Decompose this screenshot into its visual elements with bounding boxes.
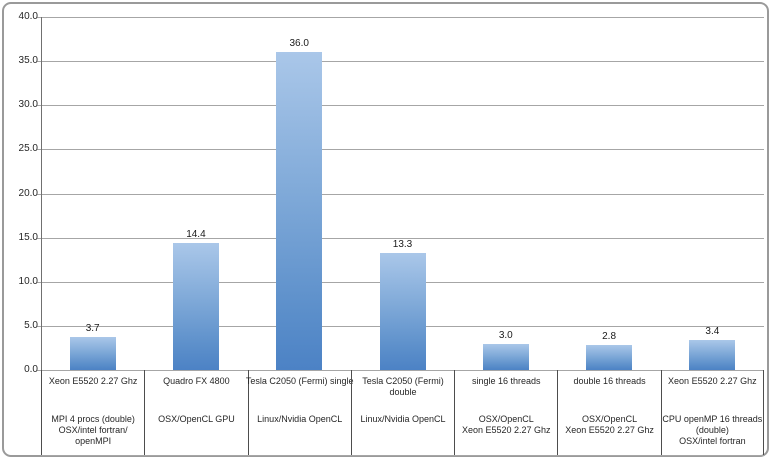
category-label-line: Xeon E5520 2.27 Ghz <box>565 425 654 435</box>
y-axis-tick-label: 25.0 <box>18 143 38 155</box>
category-cell: single 16 threads OSX/OpenCL Xeon E5520 2.… <box>454 370 557 455</box>
y-axis-tick-label: 15.0 <box>18 231 38 243</box>
category-label-line: Xeon E5520 2.27 Ghz <box>461 425 551 435</box>
category-label-top: Xeon E5520 2.27 Ghz <box>36 376 150 387</box>
y-gridline <box>37 193 764 195</box>
bar-value-label: 2.8 <box>602 331 617 343</box>
category-cell: Xeon E5520 2.27 Ghz MPI 4 procs (double) O… <box>41 370 144 455</box>
category-label-bottom: OSX/OpenCL Xeon E5520 2.27 Ghz <box>449 414 563 436</box>
category-cell: Tesla C2050 (Fermi) double Linux/Nvidia Op… <box>350 370 454 455</box>
category-label-line: Quadro FX 4800 <box>163 376 230 386</box>
bar <box>586 345 633 370</box>
category-label-line: (double) <box>695 425 729 435</box>
category-label-top: Quadro FX 4800 <box>139 376 253 387</box>
category-label-bottom: CPU openMP 16 threads (double) OSX/intel f… <box>656 414 769 447</box>
category-label-line: CPU openMP 16 threads <box>662 414 763 424</box>
bar <box>276 52 323 370</box>
bar <box>69 337 116 370</box>
y-axis-tick-label: 35.0 <box>18 55 38 67</box>
y-axis-tick-label: 20.0 <box>18 187 38 199</box>
category-label-top: single 16 threads <box>449 376 563 387</box>
bar <box>379 252 426 370</box>
plot-area: 3.7 14.4 36.0 13.3 3.0 2.8 3.4 <box>37 17 764 371</box>
y-axis-tick-label: 30.0 <box>18 99 38 111</box>
y-gridline <box>37 237 764 239</box>
y-axis-line <box>41 17 42 371</box>
y-gridline <box>37 370 764 371</box>
bar-value-label: 14.4 <box>186 228 206 240</box>
bar <box>172 242 219 370</box>
category-cell: Quadro FX 4800 OSX/OpenCL GPU <box>144 370 247 455</box>
category-label-line: OSX/OpenCL GPU <box>158 414 235 424</box>
category-label-top: Xeon E5520 2.27 Ghz <box>656 376 769 387</box>
bar-value-label: 3.4 <box>705 325 720 337</box>
category-label-line: MPI 4 procs (double) <box>51 414 135 424</box>
category-label-line: Tesla C2050 (Fermi) <box>362 376 444 386</box>
category-label-bottom: OSX/OpenCL Xeon E5520 2.27 Ghz <box>552 414 666 436</box>
bar-value-label: 3.0 <box>498 329 513 341</box>
bar <box>482 343 529 370</box>
category-label-top: double 16 threads <box>552 376 666 387</box>
category-label-line: openMPI <box>75 436 112 446</box>
category-label-line: single 16 threads <box>472 376 541 386</box>
category-label-top: Tesla C2050 (Fermi) single <box>243 376 357 387</box>
category-label-line: Linux/Nvidia OpenCL <box>257 414 343 424</box>
y-gridline <box>37 61 764 63</box>
category-label-bottom: MPI 4 procs (double) OSX/intel fortran/op… <box>36 414 150 447</box>
y-axis-tick-label: 10.0 <box>18 275 38 287</box>
category-label-line: Linux/Nvidia OpenCL <box>360 414 446 424</box>
bar-value-label: 13.3 <box>392 238 413 250</box>
category-label-line: OSX/intel fortran <box>679 436 746 446</box>
y-gridline <box>37 149 764 151</box>
category-label-line: OSX/OpenCL <box>582 414 638 424</box>
category-cell: double 16 threads OSX/OpenCL Xeon E5520 2.… <box>557 370 660 455</box>
y-axis-tick-label: 0.0 <box>24 364 38 375</box>
bar <box>689 340 736 370</box>
category-label-line: Xeon E5520 2.27 Ghz <box>668 376 757 386</box>
category-label-line: Tesla C2050 (Fermi) single <box>245 376 354 386</box>
category-label-bottom: OSX/OpenCL GPU <box>139 414 253 425</box>
category-label-top: Tesla C2050 (Fermi) double <box>346 376 460 398</box>
category-label-area: Xeon E5520 2.27 Ghz MPI 4 procs (double) O… <box>41 370 764 456</box>
category-cell: Xeon E5520 2.27 Ghz CPU openMP 16 threads… <box>660 370 764 455</box>
y-axis-tick-label: 40.0 <box>18 11 38 22</box>
y-gridline <box>37 17 764 18</box>
category-label-line: OSX/intel fortran/ <box>58 425 128 435</box>
bar-value-label: 3.7 <box>85 323 100 335</box>
y-axis-tick-label: 5.0 <box>24 319 38 331</box>
bar-value-label: 36.0 <box>289 38 309 50</box>
category-label-bottom: Linux/Nvidia OpenCL <box>243 414 357 425</box>
category-cell: Tesla C2050 (Fermi) single Linux/Nvidia O… <box>246 370 353 455</box>
y-gridline <box>37 105 764 107</box>
category-label-line: double 16 threads <box>573 376 646 386</box>
category-label-line: OSX/OpenCL <box>478 414 534 424</box>
category-label-bottom: Linux/Nvidia OpenCL <box>346 414 460 425</box>
category-label-line: Xeon E5520 2.27 Ghz <box>48 376 138 386</box>
category-label-line: double <box>389 387 417 397</box>
